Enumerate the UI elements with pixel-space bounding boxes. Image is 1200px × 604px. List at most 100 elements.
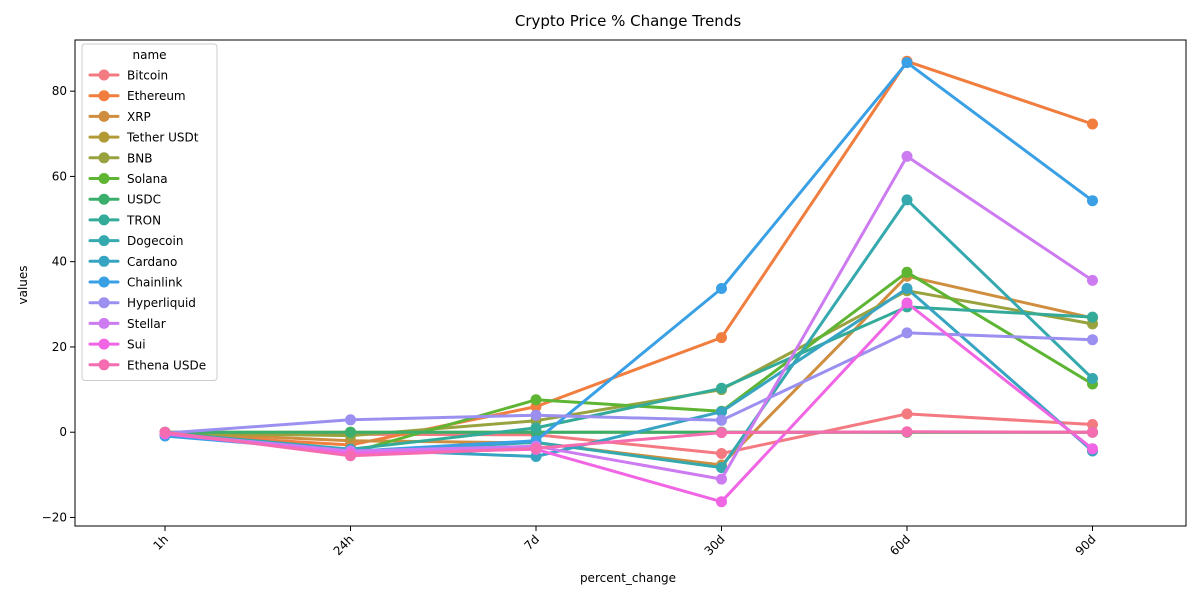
legend-item-solana: Solana (88, 172, 168, 186)
data-point-sui-60d (901, 297, 913, 309)
legend-marker (98, 214, 110, 226)
data-point-stellar-30d (716, 473, 727, 485)
series-line-ethereum (163, 59, 1094, 447)
legend-item-chainlink: Chainlink (88, 276, 183, 290)
plot-area (159, 55, 1098, 508)
legend-marker (98, 297, 110, 309)
legend-label: Hyperliquid (127, 296, 196, 310)
legend-label: Dogecoin (127, 234, 183, 248)
y-tick-label: 80 (52, 84, 67, 98)
series-ethena-usde (159, 426, 1098, 462)
legend-label: XRP (127, 110, 151, 124)
data-point-dogecoin-60d (901, 194, 913, 206)
legend: name Bitcoin Ethereum XRP Tether USDt BNB Sola… (81, 43, 218, 381)
series-hyperliquid (159, 327, 1098, 439)
data-point-bitcoin-60d (901, 408, 913, 420)
legend-marker (98, 276, 110, 288)
data-point-ethena-usde-60d (901, 426, 913, 438)
data-point-hyperliquid-60d (901, 327, 913, 339)
data-point-chainlink-30d (716, 283, 727, 294)
legend-item-ethereum: Ethereum (88, 89, 186, 103)
legend-label: Solana (127, 172, 168, 186)
data-point-bitcoin-30d (716, 448, 727, 459)
legend-label: Tether USDt (126, 131, 199, 145)
legend-label: BNB (127, 151, 152, 165)
legend-item-xrp: XRP (88, 110, 151, 124)
series-line-hyperliquid (163, 331, 1094, 435)
data-point-solana-60d (901, 266, 913, 278)
legend-label: Cardano (127, 255, 177, 269)
legend-marker (98, 90, 110, 102)
legend-item-dogecoin: Dogecoin (88, 234, 183, 248)
data-point-ethena-usde-1h (159, 426, 171, 438)
legend-label: Ethereum (127, 89, 186, 103)
x-axis-label: percent_change (580, 571, 676, 585)
legend-marker (98, 359, 110, 371)
series-line-stellar (163, 154, 1094, 481)
data-point-hyperliquid-24h (345, 414, 356, 426)
series-line-sui (163, 301, 1094, 504)
legend-marker (98, 173, 110, 184)
legend-item-bitcoin: Bitcoin (88, 69, 168, 83)
data-point-cardano-60d (901, 283, 913, 294)
chart-title: Crypto Price % Change Trends (515, 12, 741, 30)
data-point-dogecoin-30d (716, 462, 727, 474)
data-point-stellar-90d (1087, 274, 1098, 286)
legend-box (81, 43, 218, 381)
y-tick-label: 60 (52, 169, 67, 183)
legend-label: Chainlink (127, 276, 183, 290)
data-point-tron-90d (1087, 311, 1098, 323)
legend-marker (98, 110, 110, 122)
legend-label: Stellar (127, 317, 166, 331)
legend-marker (98, 69, 110, 81)
legend-label: TRON (126, 213, 161, 227)
legend-item-ethena-usde: Ethena USDe (88, 358, 206, 372)
legend-item-bnb: BNB (88, 151, 152, 165)
data-point-chainlink-90d (1087, 195, 1098, 207)
legend-label: Sui (127, 338, 146, 352)
data-point-solana-7d (530, 394, 542, 406)
data-point-ethereum-90d (1087, 118, 1098, 130)
data-point-tron-7d (530, 422, 542, 434)
legend-item-usdc: USDC (88, 193, 161, 207)
legend-title: name (132, 48, 166, 62)
data-point-stellar-60d (901, 150, 913, 162)
legend-item-hyperliquid: Hyperliquid (88, 296, 196, 310)
data-point-sui-90d (1087, 443, 1098, 455)
data-point-bitcoin-90d (1087, 419, 1098, 430)
data-point-dogecoin-90d (1087, 373, 1098, 384)
y-axis-label: values (16, 265, 30, 304)
data-point-ethena-usde-90d (1087, 426, 1098, 438)
legend-label: Ethena USDe (127, 358, 206, 372)
data-point-sui-30d (716, 496, 727, 508)
data-point-ethereum-30d (716, 332, 727, 344)
data-point-ethena-usde-24h (345, 450, 356, 462)
legend-marker (98, 131, 110, 143)
data-point-hyperliquid-30d (716, 414, 727, 426)
legend-label: USDC (127, 193, 161, 207)
legend-marker (98, 317, 110, 329)
data-point-hyperliquid-7d (530, 409, 542, 421)
data-point-cardano-30d (716, 406, 727, 418)
y-tick-label: −20 (42, 510, 67, 524)
data-point-tron-30d (716, 382, 727, 394)
legend-item-tether-usdt: Tether USDt (88, 131, 199, 145)
plot-frame (74, 39, 1187, 527)
legend-item-tron: TRON (88, 213, 161, 227)
legend-item-sui: Sui (88, 338, 146, 352)
legend-label: Bitcoin (127, 69, 168, 83)
data-point-ethena-usde-30d (716, 427, 727, 439)
data-point-usdc-24h (345, 426, 356, 438)
y-tick-label: 40 (52, 255, 67, 269)
data-point-ethena-usde-7d (530, 442, 542, 454)
y-tick-label: 20 (52, 340, 67, 354)
legend-marker (98, 338, 110, 350)
data-point-hyperliquid-90d (1087, 334, 1098, 346)
legend-item-cardano: Cardano (88, 255, 177, 269)
data-point-chainlink-60d (901, 57, 913, 69)
legend-marker (98, 255, 110, 267)
legend-marker (98, 152, 110, 164)
legend-item-stellar: Stellar (88, 317, 166, 331)
